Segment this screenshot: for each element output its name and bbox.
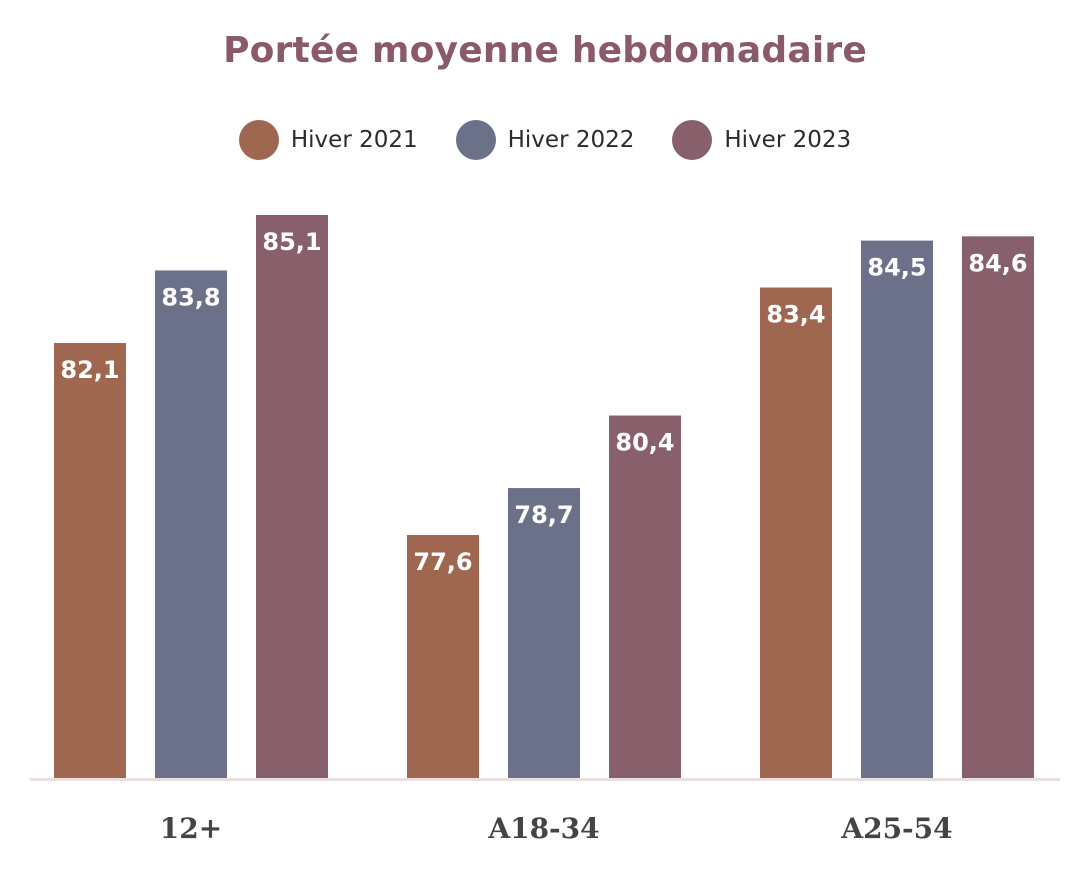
data-label: 78,7 (514, 501, 573, 529)
bar-a1834-series-0 (407, 535, 479, 778)
bar-a1834-series-2 (609, 415, 681, 778)
bar-a1834-series-1 (508, 488, 580, 778)
data-label: 80,4 (615, 429, 674, 457)
legend-label-hiver-2023: Hiver 2023 (724, 127, 852, 153)
legend-swatch-hiver-2021 (238, 120, 279, 160)
data-label: 82,1 (60, 356, 119, 384)
category-label: A25-54 (840, 812, 952, 845)
category-label: A18-34 (487, 812, 599, 845)
bar-a2554-series-0 (760, 287, 832, 778)
bar-12-series-1 (155, 270, 227, 778)
legend-item-hiver-2022: Hiver 2022 (455, 120, 635, 160)
bar-a2554-series-1 (861, 240, 933, 779)
legend-label-hiver-2022: Hiver 2022 (507, 127, 635, 153)
bar-a2554-series-2 (962, 236, 1034, 779)
data-label: 77,6 (413, 548, 472, 576)
data-label: 85,1 (262, 228, 321, 256)
data-label: 83,4 (766, 301, 825, 329)
legend-swatch-hiver-2023 (672, 120, 713, 160)
legend-item-hiver-2023: Hiver 2023 (672, 120, 851, 160)
legend-swatch-hiver-2022 (455, 120, 496, 160)
data-label: 84,6 (968, 249, 1027, 277)
legend-item-hiver-2021: Hiver 2021 (238, 120, 418, 160)
legend-label-hiver-2021: Hiver 2021 (290, 127, 418, 153)
category-label: 12+ (160, 812, 222, 845)
bar-12-series-0 (54, 343, 126, 778)
bar-12-series-2 (256, 215, 328, 778)
legend: Hiver 2021 Hiver 2022 Hiver 2023 (0, 120, 1090, 160)
chart-title: Portée moyenne hebdomadaire (223, 30, 867, 71)
data-label: 83,8 (161, 283, 220, 311)
data-label: 84,5 (867, 254, 926, 282)
